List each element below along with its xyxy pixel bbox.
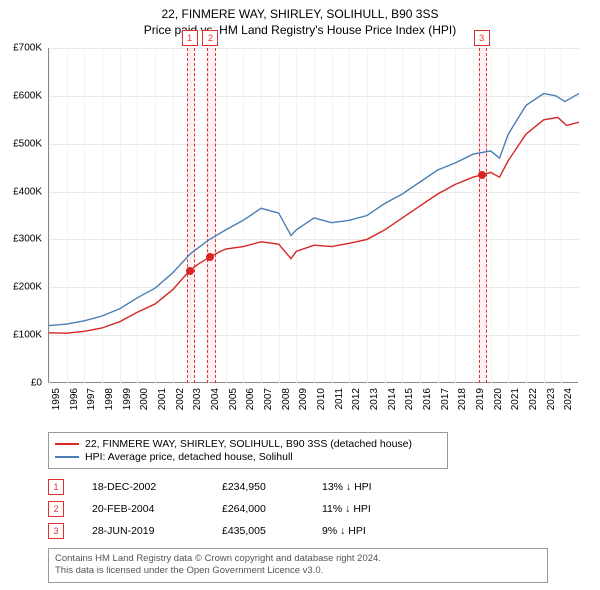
- x-tick-label: 1996: [69, 388, 80, 410]
- event-delta: 13% ↓ HPI: [322, 481, 442, 493]
- x-tick-label: 2006: [245, 388, 256, 410]
- x-tick-label: 2021: [510, 388, 521, 410]
- legend-label: HPI: Average price, detached house, Soli…: [85, 451, 293, 463]
- x-tick-label: 2020: [493, 388, 504, 410]
- title-block: 22, FINMERE WAY, SHIRLEY, SOLIHULL, B90 …: [0, 0, 600, 38]
- x-tick-label: 2024: [563, 388, 574, 410]
- x-tick-label: 2009: [298, 388, 309, 410]
- y-tick-label: £200K: [13, 282, 42, 293]
- x-tick-label: 2007: [263, 388, 274, 410]
- y-tick-label: £100K: [13, 330, 42, 341]
- x-tick-label: 1998: [104, 388, 115, 410]
- sale-events-table: 1 18-DEC-2002£234,95013% ↓ HPI 2 20-FEB-200…: [48, 476, 442, 542]
- series-hpi: [49, 94, 579, 326]
- legend: 22, FINMERE WAY, SHIRLEY, SOLIHULL, B90 …: [48, 432, 448, 469]
- x-tick-label: 2019: [475, 388, 486, 410]
- event-index: 2: [48, 501, 64, 517]
- legend-item: HPI: Average price, detached house, Soli…: [55, 451, 441, 463]
- x-tick-label: 2018: [457, 388, 468, 410]
- sale-marker-dot: [186, 267, 194, 275]
- title-address: 22, FINMERE WAY, SHIRLEY, SOLIHULL, B90 …: [0, 6, 600, 22]
- event-index: 3: [48, 523, 64, 539]
- event-price: £264,000: [222, 503, 322, 515]
- x-tick-label: 2013: [369, 388, 380, 410]
- event-row: 1 18-DEC-2002£234,95013% ↓ HPI: [48, 476, 442, 498]
- line-series: [49, 48, 579, 383]
- x-tick-label: 2005: [228, 388, 239, 410]
- x-tick-label: 1999: [122, 388, 133, 410]
- series-price_paid: [49, 117, 579, 333]
- x-tick-label: 2014: [387, 388, 398, 410]
- x-tick-label: 2008: [281, 388, 292, 410]
- legend-swatch: [55, 443, 79, 445]
- x-tick-label: 2004: [210, 388, 221, 410]
- event-date: 28-JUN-2019: [92, 525, 222, 537]
- x-tick-label: 1997: [86, 388, 97, 410]
- chart-area: 123 £0£100K£200K£300K£400K£500K£600K£700…: [48, 48, 578, 383]
- x-tick-label: 2022: [528, 388, 539, 410]
- sale-marker-dot: [478, 171, 486, 179]
- event-price: £234,950: [222, 481, 322, 493]
- x-tick-label: 2003: [192, 388, 203, 410]
- y-tick-label: £500K: [13, 138, 42, 149]
- x-tick-label: 2023: [546, 388, 557, 410]
- x-tick-label: 1995: [51, 388, 62, 410]
- legend-swatch: [55, 456, 79, 458]
- event-row: 3 28-JUN-2019£435,0059% ↓ HPI: [48, 520, 442, 542]
- x-tick-label: 2001: [157, 388, 168, 410]
- sale-marker-label: 3: [474, 30, 490, 46]
- event-price: £435,005: [222, 525, 322, 537]
- plot-region: 123: [48, 48, 578, 383]
- y-tick-label: £600K: [13, 90, 42, 101]
- x-tick-label: 2010: [316, 388, 327, 410]
- x-tick-label: 2017: [440, 388, 451, 410]
- x-tick-label: 2015: [404, 388, 415, 410]
- x-tick-label: 2012: [351, 388, 362, 410]
- y-tick-label: £700K: [13, 43, 42, 54]
- footer-line-2: This data is licensed under the Open Gov…: [55, 565, 541, 577]
- event-row: 2 20-FEB-2004£264,00011% ↓ HPI: [48, 498, 442, 520]
- x-tick-label: 2011: [334, 388, 345, 410]
- title-subtitle: Price paid vs. HM Land Registry's House …: [0, 22, 600, 38]
- legend-label: 22, FINMERE WAY, SHIRLEY, SOLIHULL, B90 …: [85, 438, 412, 450]
- sale-marker-label: 2: [202, 30, 218, 46]
- legend-item: 22, FINMERE WAY, SHIRLEY, SOLIHULL, B90 …: [55, 438, 441, 450]
- event-date: 18-DEC-2002: [92, 481, 222, 493]
- sale-marker-dot: [206, 253, 214, 261]
- y-tick-label: £400K: [13, 186, 42, 197]
- event-index: 1: [48, 479, 64, 495]
- event-date: 20-FEB-2004: [92, 503, 222, 515]
- event-delta: 11% ↓ HPI: [322, 503, 442, 515]
- chart-container: 22, FINMERE WAY, SHIRLEY, SOLIHULL, B90 …: [0, 0, 600, 590]
- attribution-footer: Contains HM Land Registry data © Crown c…: [48, 548, 548, 583]
- footer-line-1: Contains HM Land Registry data © Crown c…: [55, 553, 541, 565]
- x-tick-label: 2002: [175, 388, 186, 410]
- y-tick-label: £300K: [13, 234, 42, 245]
- sale-marker-label: 1: [182, 30, 198, 46]
- x-tick-label: 2016: [422, 388, 433, 410]
- event-delta: 9% ↓ HPI: [322, 525, 442, 537]
- x-tick-label: 2000: [139, 388, 150, 410]
- y-tick-label: £0: [31, 378, 42, 389]
